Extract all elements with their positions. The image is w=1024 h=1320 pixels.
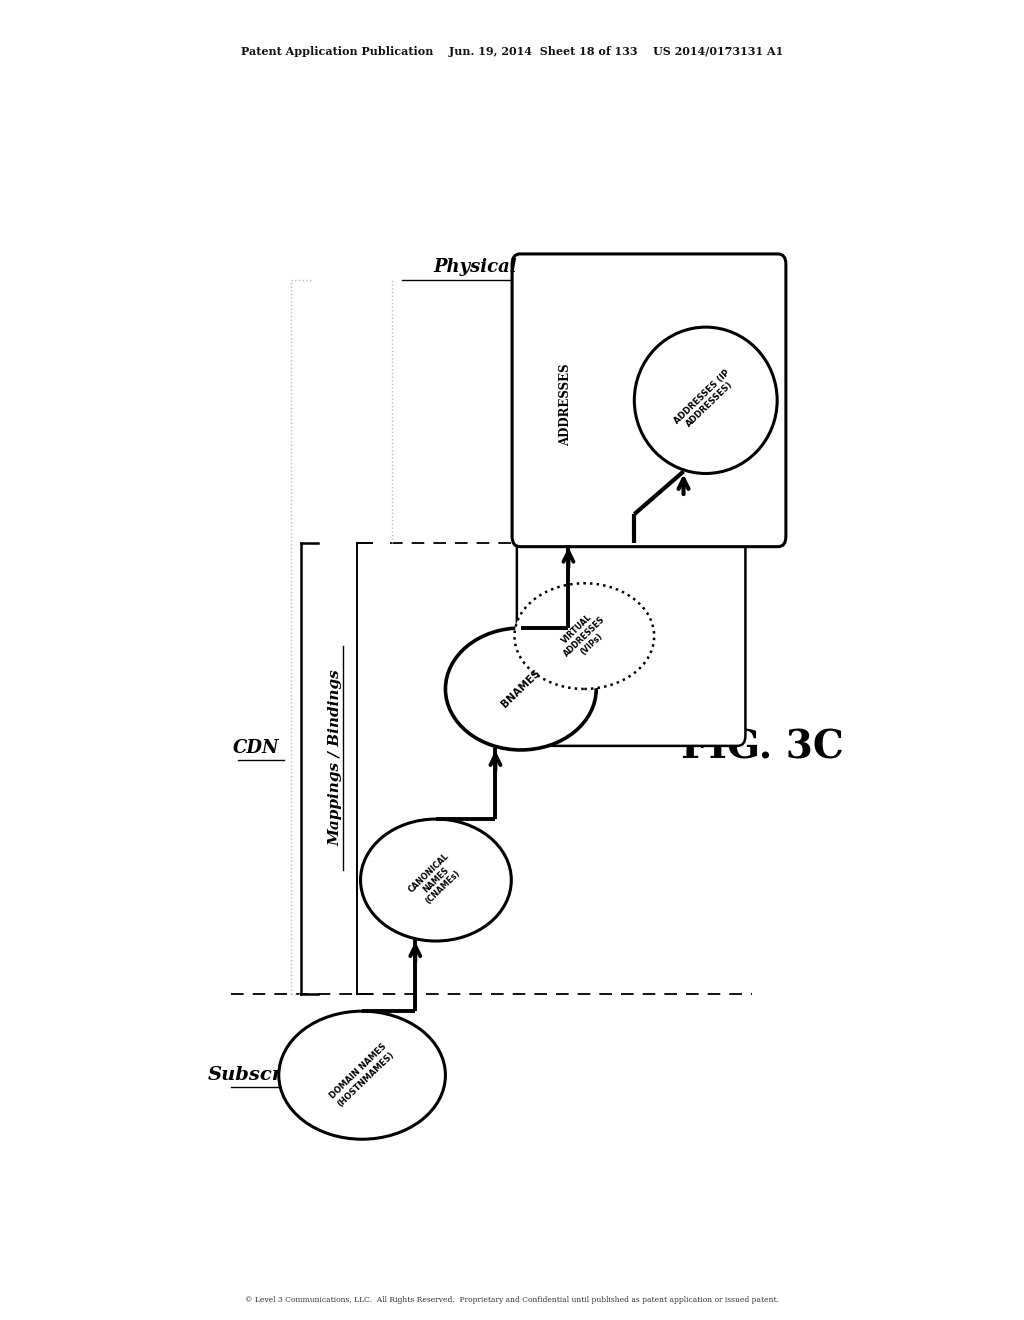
FancyBboxPatch shape: [517, 535, 745, 746]
Text: DOMAIN NAMES
(HOSTNMAMES): DOMAIN NAMES (HOSTNMAMES): [329, 1041, 396, 1109]
Ellipse shape: [634, 327, 777, 474]
Ellipse shape: [514, 583, 654, 689]
Text: CDN: CDN: [233, 739, 280, 756]
Ellipse shape: [279, 1011, 445, 1139]
Ellipse shape: [445, 628, 596, 750]
Text: Subscriber: Subscriber: [208, 1067, 327, 1084]
Ellipse shape: [360, 818, 511, 941]
Text: ADDRESSES (IP
ADDRESSES): ADDRESSES (IP ADDRESSES): [673, 368, 739, 433]
FancyBboxPatch shape: [512, 253, 785, 546]
Text: Physical: Physical: [434, 259, 517, 276]
Text: CANONICAL
NAMES
(CNAMEs): CANONICAL NAMES (CNAMEs): [407, 851, 465, 909]
Text: Mappings / Bindings: Mappings / Bindings: [329, 669, 343, 846]
Text: BNAMES: BNAMES: [500, 668, 542, 710]
Text: © Level 3 Communications, LLC.  All Rights Reserved.  Proprietary and Confidenti: © Level 3 Communications, LLC. All Right…: [245, 1296, 779, 1304]
Text: ADDRESSES: ADDRESSES: [559, 363, 572, 446]
Text: FIG. 3C: FIG. 3C: [681, 729, 845, 767]
Text: Patent Application Publication    Jun. 19, 2014  Sheet 18 of 133    US 2014/0173: Patent Application Publication Jun. 19, …: [241, 46, 783, 57]
Text: VIRTUAL
ADDRESSES
(VIPs): VIRTUAL ADDRESSES (VIPs): [555, 607, 614, 665]
